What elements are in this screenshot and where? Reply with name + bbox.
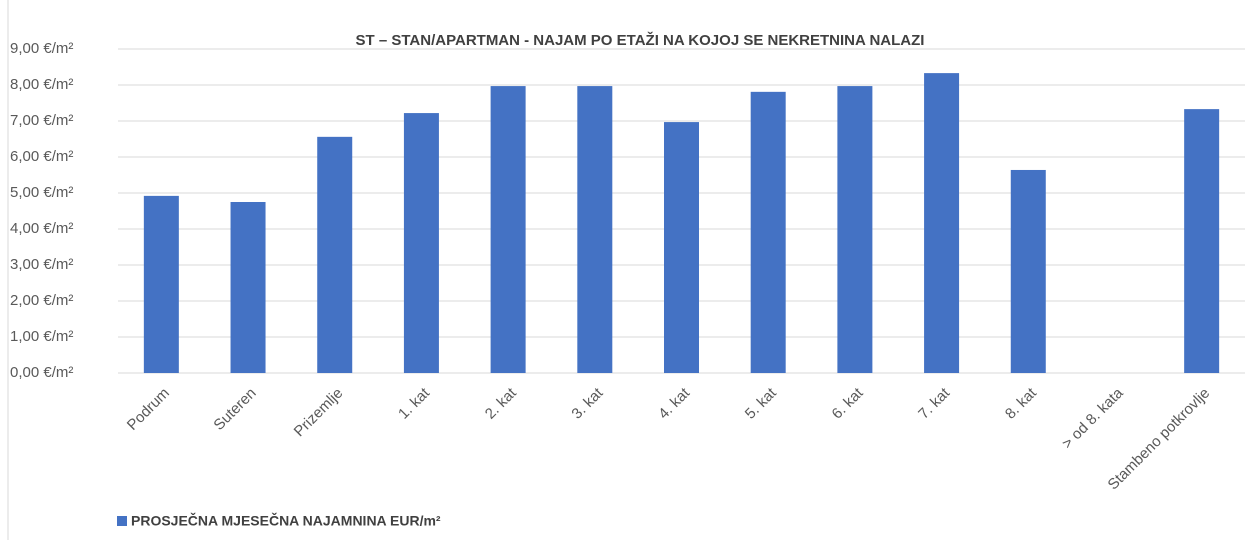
bar [403,113,439,373]
x-tick-label: 1. kat [395,384,434,423]
x-tick-label: 7. kat [915,384,954,423]
y-tick-label: 1,00 €/m² [10,328,73,345]
y-tick-label: 2,00 €/m² [10,292,73,309]
y-tick-label: 9,00 €/m² [10,40,73,57]
y-tick-label: 0,00 €/m² [10,364,73,381]
y-tick-label: 3,00 €/m² [10,256,73,273]
x-tick-label: 5. kat [742,384,781,423]
chart-title: ST – STAN/APARTMAN - NAJAM PO ETAŽI NA K… [356,31,925,49]
y-tick-label: 8,00 €/m² [10,76,73,93]
y-tick-label: 5,00 €/m² [10,184,73,201]
x-tick-label: 2. kat [482,384,521,423]
y-tick-label: 4,00 €/m² [10,220,73,237]
bar [1010,169,1046,373]
bar [750,91,786,373]
bar [924,73,960,374]
x-tick-label: 8. kat [1002,384,1041,423]
bar [317,136,353,373]
y-tick-label: 7,00 €/m² [10,112,73,129]
legend-swatch [117,516,127,526]
bar [143,195,179,373]
x-tick-label: Suteren [210,385,259,434]
x-tick-label: 6. kat [829,384,868,423]
x-tick-label: 4. kat [655,384,694,423]
bar [490,86,526,373]
bar [1184,109,1220,374]
bar [230,202,266,373]
legend-label: PROSJEČNA MJESEČNA NAJAMNINA EUR/m² [131,512,441,529]
x-tick-label: Podrum [124,385,173,434]
x-tick-label: 3. kat [568,384,607,423]
x-tick-label: Prizemlje [291,385,347,441]
x-tick-label: > od 8. kata [1059,384,1127,452]
bar [577,86,613,373]
bar [664,122,699,373]
bar [837,86,873,373]
y-tick-label: 6,00 €/m² [10,148,73,165]
